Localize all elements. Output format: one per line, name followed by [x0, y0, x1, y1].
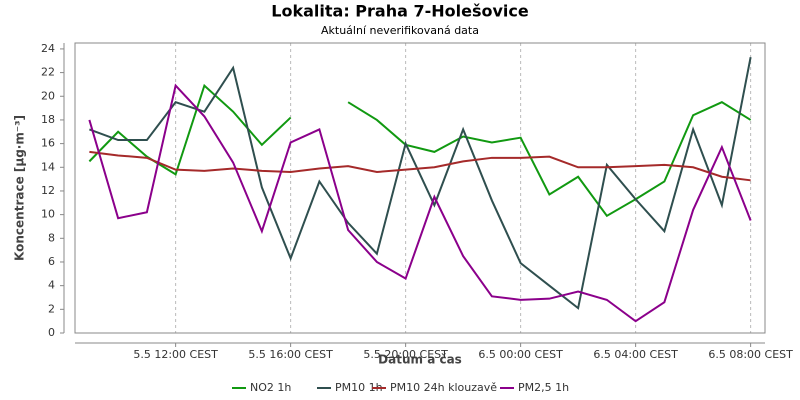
y-tick-label: 6 [48, 255, 55, 268]
chart-subtitle: Aktuální neverifikovaná data [321, 24, 479, 37]
legend-label: NO2 1h [250, 381, 291, 394]
y-tick-label: 14 [41, 160, 55, 173]
x-tick-label: 6.5 08:00 CEST [708, 348, 793, 361]
series-line [89, 150, 751, 182]
legend-label: PM10 24h klouzavě [390, 381, 497, 394]
x-tick-label: 5.5 12:00 CEST [133, 348, 218, 361]
y-tick-label: 18 [41, 113, 55, 126]
x-tick-label: 6.5 00:00 CEST [478, 348, 563, 361]
x-tick-label: 5.5 16:00 CEST [248, 348, 333, 361]
y-tick-label: 24 [41, 42, 55, 55]
x-axis-label: Datum a čas [378, 353, 462, 367]
y-tick-label: 16 [41, 137, 55, 150]
x-tick-label: 6.5 04:00 CEST [593, 348, 678, 361]
y-tick-label: 2 [48, 302, 55, 315]
y-tick-label: 12 [41, 184, 55, 197]
y-tick-label: 22 [41, 66, 55, 79]
y-axis-label: Koncentrace [µg·m⁻³] [13, 115, 27, 261]
legend-label: PM10 1h [335, 381, 383, 394]
series-line [88, 83, 752, 323]
y-tick-label: 10 [41, 208, 55, 221]
y-tick-label: 20 [41, 89, 55, 102]
series-line [88, 83, 752, 218]
x-tick-label: 5.5 20:00 CEST [363, 348, 448, 361]
legend-label: PM2,5 1h [518, 381, 569, 394]
plot-border [74, 42, 766, 334]
chart-title: Lokalita: Praha 7-Holešovice [271, 2, 529, 21]
y-tick-label: 8 [48, 231, 55, 244]
y-tick-label: 4 [48, 279, 55, 292]
y-tick-label: 0 [48, 326, 55, 339]
